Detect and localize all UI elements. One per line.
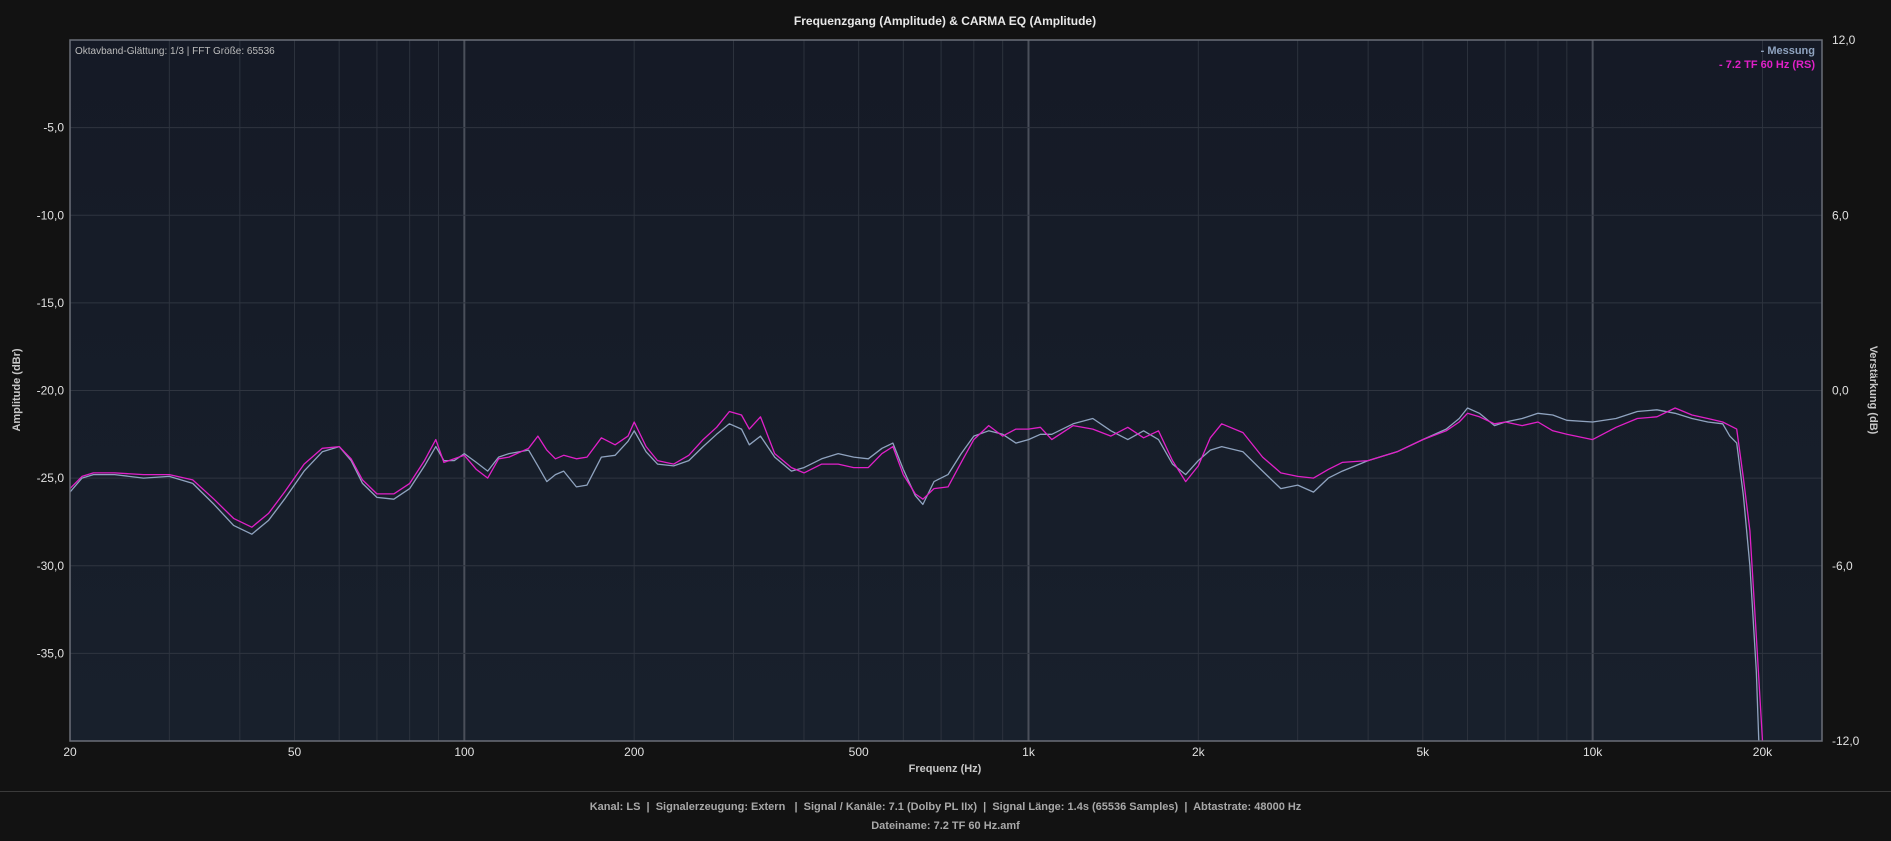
grid bbox=[69, 40, 1822, 741]
series-line-2 bbox=[70, 407, 1764, 741]
x-tick-label: 10k bbox=[1583, 745, 1603, 759]
legend: - Messung - 7.2 TF 60 Hz (RS) bbox=[1719, 45, 1815, 71]
plot-border bbox=[69, 39, 1823, 742]
legend-entry-2: - 7.2 TF 60 Hz (RS) bbox=[1719, 59, 1815, 71]
y-axis-label: Amplitude (dBr) bbox=[11, 348, 23, 431]
y2-tick-label: 0,0 bbox=[1832, 384, 1849, 398]
x-tick-label: 500 bbox=[849, 745, 869, 759]
x-tick-label: 100 bbox=[454, 745, 474, 759]
y2-axis-label: Verstärkung (dB) bbox=[1867, 346, 1879, 435]
x-tick-label: 200 bbox=[624, 745, 644, 759]
y2-tick-label: 12,0 bbox=[1832, 33, 1856, 47]
y-tick-label: -35,0 bbox=[37, 646, 65, 660]
y-tick-label: -5,0 bbox=[43, 121, 64, 135]
y-tick-label: -15,0 bbox=[37, 296, 65, 310]
y-tick-label: -10,0 bbox=[37, 208, 65, 222]
y-tick-label: -25,0 bbox=[37, 471, 65, 485]
x-tick-label: 1k bbox=[1022, 745, 1036, 759]
x-tick-label: 2k bbox=[1192, 745, 1206, 759]
y2-tick-label: -6,0 bbox=[1832, 559, 1853, 573]
y-tick-labels: -5,0 -10,0 -15,0 -20,0 -25,0 -30,0 -35,0 bbox=[37, 121, 65, 661]
x-tick-label: 20 bbox=[63, 745, 77, 759]
x-tick-label: 20k bbox=[1753, 745, 1773, 759]
y2-tick-labels: 12,0 6,0 0,0 -6,0 -12,0 bbox=[1832, 33, 1860, 748]
x-tick-label: 50 bbox=[288, 745, 302, 759]
y2-tick-label: -12,0 bbox=[1832, 734, 1860, 748]
x-tick-label: 5k bbox=[1416, 745, 1430, 759]
smoothing-info: Oktavband-Glättung: 1/3 | FFT Größe: 655… bbox=[75, 46, 275, 57]
x-tick-labels: 20 50 100 200 500 1k 2k 5k 10k 20k bbox=[63, 745, 1773, 759]
footer-signal-info: Kanal: LS | Signalerzeugung: Extern | Si… bbox=[589, 801, 1302, 813]
y2-tick-label: 6,0 bbox=[1832, 208, 1849, 222]
y-tick-label: -30,0 bbox=[37, 559, 65, 573]
series-layer bbox=[70, 407, 1764, 741]
footer-filename: Dateiname: 7.2 TF 60 Hz.amf bbox=[871, 820, 1020, 832]
frequency-response-chart: Frequenzgang (Amplitude) & CARMA EQ (Amp… bbox=[11, 14, 1879, 775]
legend-entry-1: - Messung bbox=[1761, 45, 1815, 57]
footer: Kanal: LS | Signalerzeugung: Extern | Si… bbox=[0, 791, 1891, 832]
x-axis-label: Frequenz (Hz) bbox=[909, 763, 982, 775]
y-tick-label: -20,0 bbox=[37, 384, 65, 398]
chart-title: Frequenzgang (Amplitude) & CARMA EQ (Amp… bbox=[794, 14, 1096, 28]
